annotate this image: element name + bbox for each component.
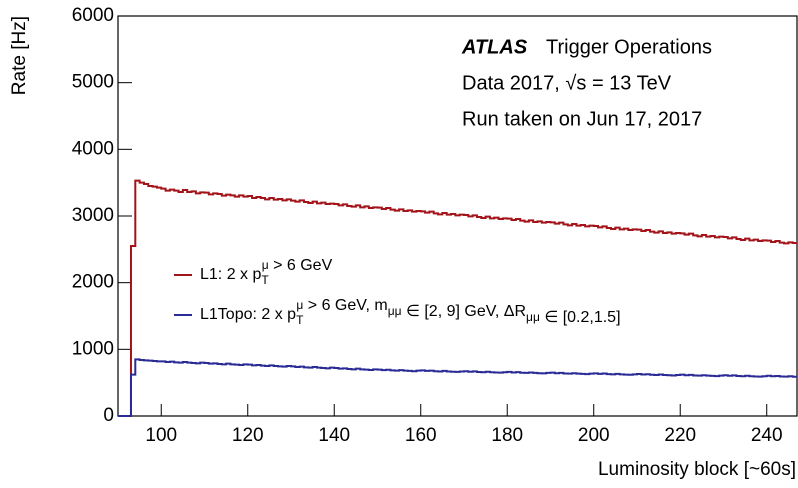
y-axis-label: Rate [Hz] [9,16,30,95]
subscript: μμ [388,304,402,318]
text-run: ∈ [0.2,1.5] [540,309,621,326]
x-tick-label: 100 [145,425,177,446]
x-tick-label: 140 [318,425,350,446]
text-run: ∈ [2, 9] GeV, ΔR [402,303,527,320]
step-line [118,179,797,417]
annotation: Trigger Operations [546,36,712,58]
legend-label: L1: 2 x pTμ > 6 GeV [200,257,333,287]
superscript: μ [296,298,303,312]
y-tick-label: 3000 [72,205,114,226]
subscript: μμ [526,310,540,324]
text-run: > 6 GeV, m [303,297,387,314]
subscript: T [261,273,269,287]
x-tick-label: 240 [751,425,783,446]
y-tick-label: 2000 [72,272,114,293]
y-tick-label: 0 [103,405,114,426]
atlas-label: ATLAS [461,36,528,58]
x-axis-label: Luminosity block [~60s] [598,459,796,480]
x-tick-label: 160 [405,425,437,446]
legend-label: L1Topo: 2 x pTμ > 6 GeV, mμμ ∈ [2, 9] Ge… [200,297,621,327]
y-tick-label: 4000 [72,138,114,159]
subscript: T [296,313,304,327]
x-tick-label: 200 [578,425,610,446]
superscript: μ [262,258,269,272]
annotation: Run taken on Jun 17, 2017 [462,108,702,130]
text-run: > 6 GeV [269,257,333,274]
x-tick-label: 220 [664,425,696,446]
step-line [118,358,797,417]
text-run: L1Topo: 2 x p [200,306,296,323]
y-tick-label: 6000 [72,5,114,26]
text-run: L1: 2 x p [200,266,261,283]
y-tick-label: 5000 [72,72,114,93]
x-tick-label: 120 [232,425,264,446]
annotation: Data 2017, √s = 13 TeV [462,72,672,94]
x-tick-label: 180 [491,425,523,446]
y-tick-label: 1000 [72,338,114,359]
